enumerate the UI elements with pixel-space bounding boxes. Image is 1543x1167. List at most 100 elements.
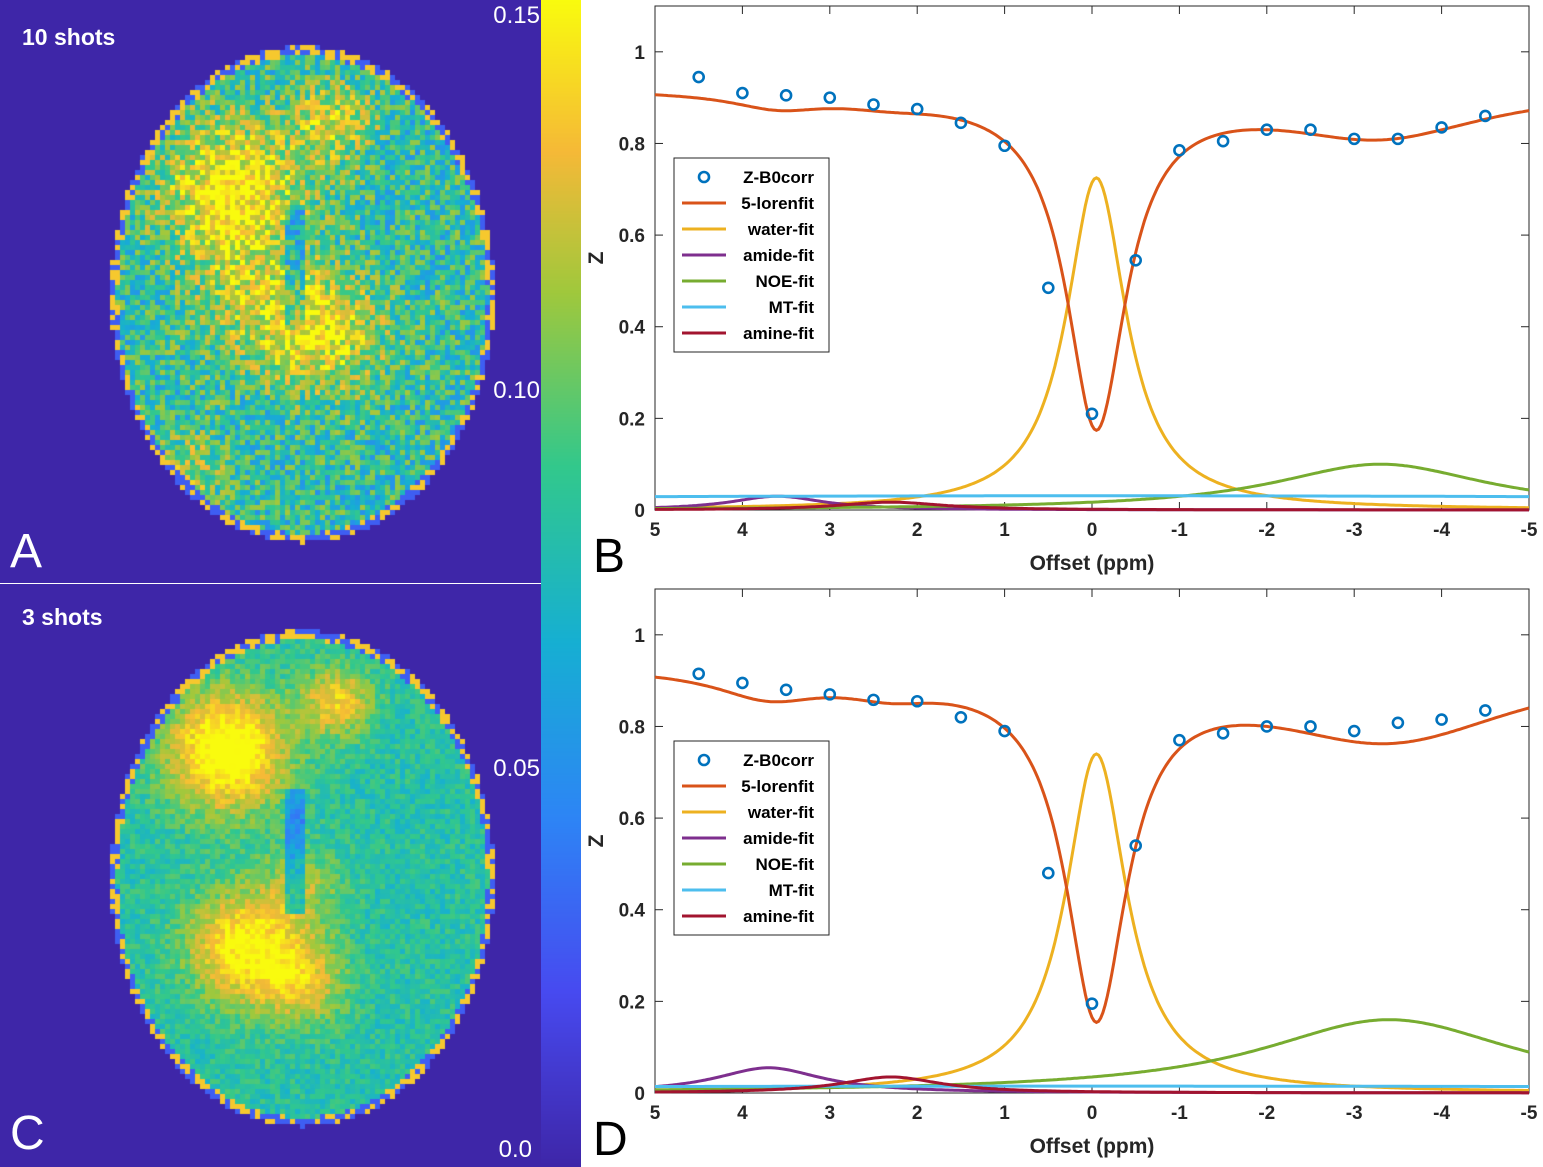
data-point bbox=[1391, 132, 1405, 146]
legend-entry: MT-fit bbox=[769, 298, 815, 317]
y-tick-label: 0.8 bbox=[619, 134, 645, 155]
legend-entry: water-fit bbox=[747, 803, 814, 822]
data-point bbox=[867, 693, 880, 707]
x-tick-label: -5 bbox=[1521, 520, 1538, 541]
data-point bbox=[1260, 720, 1274, 733]
data-point bbox=[823, 91, 837, 104]
x-tick-label: 1 bbox=[999, 1103, 1010, 1124]
x-tick-label: 3 bbox=[825, 1103, 836, 1124]
data-point bbox=[1216, 727, 1230, 740]
legend-entry: 5-lorenfit bbox=[741, 194, 814, 213]
data-point bbox=[910, 694, 924, 708]
y-tick-label: 0.4 bbox=[619, 901, 646, 922]
data-point bbox=[998, 724, 1011, 738]
data-point bbox=[1435, 713, 1448, 726]
y-tick-label: 0.8 bbox=[619, 717, 645, 738]
data-point bbox=[1304, 720, 1317, 733]
x-tick-label: 4 bbox=[737, 520, 748, 541]
legend-entry: amide-fit bbox=[743, 829, 814, 848]
x-tick-label: 4 bbox=[737, 1103, 748, 1124]
colorbar bbox=[541, 0, 581, 1167]
panel-letter-b: B bbox=[593, 530, 625, 583]
legend-marker bbox=[697, 753, 711, 767]
legend-marker bbox=[697, 170, 711, 184]
data-point bbox=[1347, 132, 1361, 146]
data-point bbox=[779, 89, 793, 102]
legend-entry: MT-fit bbox=[769, 881, 815, 900]
colorbar-tick-label: 0.0 bbox=[498, 1136, 532, 1163]
y-tick-label: 0.6 bbox=[619, 809, 645, 830]
data-point bbox=[910, 102, 924, 116]
x-tick-label: 3 bbox=[825, 520, 836, 541]
cest-map-panel-c: 3 shots C bbox=[0, 584, 581, 1167]
y-tick-label: 0 bbox=[634, 1084, 645, 1105]
x-tick-label: -2 bbox=[1258, 520, 1275, 541]
series-line-amine-fit bbox=[655, 500, 1529, 512]
data-point bbox=[1304, 123, 1317, 137]
x-tick-label: -3 bbox=[1346, 520, 1363, 541]
z-spectrum-chart-b: 5 4 3 2 1 0 -1 -2 -3 -4 -5 0 0.2 0.4 0.6 0.8 1 Offset (pp… bbox=[585, 5, 1538, 583]
data-point bbox=[1129, 253, 1143, 267]
series-line-mt-fit bbox=[655, 494, 1529, 499]
data-point bbox=[823, 688, 837, 701]
data-point bbox=[1129, 839, 1143, 852]
series-line-5-lorenfit bbox=[654, 93, 1530, 433]
data-point bbox=[736, 676, 749, 690]
panel-letter-a: A bbox=[10, 525, 43, 578]
series-line-amine-fit bbox=[655, 1075, 1529, 1095]
y-axis-label: Z bbox=[585, 251, 608, 264]
map-label-10-shots: 10 shots bbox=[22, 24, 116, 50]
legend-entry: NOE-fit bbox=[755, 272, 814, 291]
data-point bbox=[692, 667, 705, 681]
y-tick-label: 0.2 bbox=[619, 409, 645, 430]
x-tick-label: -3 bbox=[1346, 1103, 1363, 1124]
y-tick-label: 1 bbox=[634, 43, 645, 64]
map-label-3-shots: 3 shots bbox=[22, 604, 103, 630]
x-tick-label: -4 bbox=[1433, 520, 1450, 541]
legend-entry: Z-B0corr bbox=[743, 751, 814, 770]
x-tick-label: 0 bbox=[1087, 1103, 1098, 1124]
data-point bbox=[1085, 407, 1099, 421]
x-tick-label: -1 bbox=[1171, 520, 1188, 541]
x-tick-label: -1 bbox=[1171, 1103, 1188, 1124]
data-point bbox=[1216, 134, 1230, 148]
brain-map-10-shots bbox=[0, 0, 541, 583]
x-tick-label: 1 bbox=[999, 520, 1010, 541]
data-point bbox=[954, 710, 968, 724]
legend-entry: NOE-fit bbox=[755, 855, 814, 874]
legend-entry: amide-fit bbox=[743, 246, 814, 265]
x-tick-label: 2 bbox=[912, 520, 923, 541]
x-tick-label: 2 bbox=[912, 1103, 923, 1124]
data-point bbox=[1347, 724, 1361, 738]
y-tick-label: 1 bbox=[634, 626, 645, 647]
brain-map-3-shots bbox=[0, 584, 541, 1167]
data-point bbox=[736, 86, 749, 100]
x-axis-label: Offset (ppm) bbox=[1030, 552, 1155, 575]
y-tick-label: 0.4 bbox=[619, 318, 646, 339]
cest-map-panel-a: 10 shots A bbox=[0, 0, 581, 583]
data-point bbox=[1173, 733, 1186, 747]
y-tick-label: 0.2 bbox=[619, 992, 645, 1013]
y-tick-label: 0.6 bbox=[619, 226, 645, 247]
x-tick-label: -2 bbox=[1258, 1103, 1275, 1124]
data-point bbox=[1391, 716, 1405, 730]
data-point bbox=[867, 98, 880, 111]
data-point bbox=[954, 116, 968, 130]
legend-entry: Z-B0corr bbox=[743, 168, 814, 187]
legend-entry: 5-lorenfit bbox=[741, 777, 814, 796]
x-tick-label: 5 bbox=[650, 1103, 661, 1124]
colorbar-tick-label: 0.15 bbox=[493, 2, 540, 29]
data-point bbox=[1260, 123, 1274, 137]
data-point bbox=[1041, 281, 1055, 295]
legend-entry: water-fit bbox=[747, 220, 814, 239]
x-axis-label: Offset (ppm) bbox=[1030, 1135, 1155, 1158]
data-point bbox=[692, 70, 705, 84]
y-tick-label: 0 bbox=[634, 501, 645, 522]
data-point bbox=[1478, 704, 1492, 717]
x-tick-label: 5 bbox=[650, 520, 661, 541]
z-spectrum-chart-d: 5 4 3 2 1 0 -1 -2 -3 -4 -5 0 0.2 0.4 0.6 0.8 1 Offset (pp… bbox=[585, 588, 1538, 1166]
series-line-water-fit bbox=[654, 176, 1529, 510]
x-tick-label: 0 bbox=[1087, 520, 1098, 541]
data-point bbox=[1041, 866, 1055, 880]
panel-letter-c: C bbox=[10, 1107, 45, 1160]
